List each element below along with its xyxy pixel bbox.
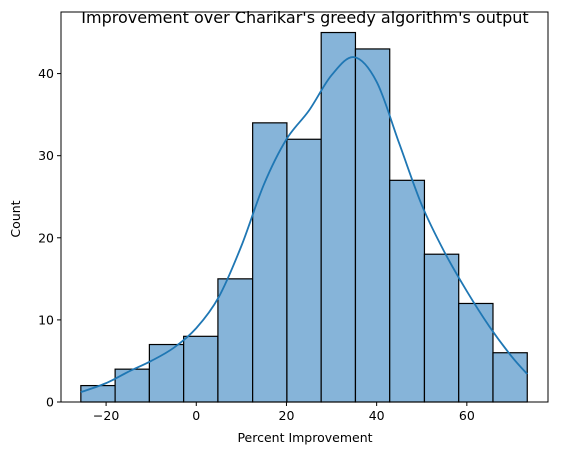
histogram-bar bbox=[320, 31, 357, 403]
histogram-bar bbox=[354, 48, 391, 403]
y-axis-ticks: 0 10 20 30 40 bbox=[38, 66, 61, 410]
y-tick-label: 30 bbox=[38, 148, 54, 163]
bars-group bbox=[80, 31, 528, 403]
histogram-bar bbox=[217, 278, 254, 403]
histogram-bar bbox=[114, 368, 150, 403]
histogram-bar bbox=[80, 384, 116, 403]
x-tick-label: 20 bbox=[279, 408, 295, 423]
x-tick-label: 60 bbox=[459, 408, 475, 423]
histogram-bar bbox=[148, 343, 185, 403]
y-axis-label: Count bbox=[8, 200, 23, 237]
y-tick-label: 20 bbox=[38, 230, 54, 245]
histogram-bar bbox=[389, 179, 426, 403]
x-axis-label: Percent Improvement bbox=[237, 430, 372, 445]
y-tick-label: 10 bbox=[38, 312, 54, 327]
histogram-bar bbox=[286, 138, 322, 403]
histogram-bar bbox=[183, 335, 219, 403]
histogram-bar bbox=[423, 253, 460, 403]
histogram-bar bbox=[252, 122, 288, 403]
x-tick-label: 0 bbox=[192, 408, 200, 423]
histogram-bar bbox=[492, 352, 528, 403]
x-tick-label: −20 bbox=[93, 408, 119, 423]
y-tick-label: 40 bbox=[38, 66, 54, 81]
x-tick-label: 40 bbox=[369, 408, 385, 423]
chart-title: Improvement over Charikar's greedy algor… bbox=[81, 8, 528, 27]
kde-curve bbox=[80, 56, 528, 393]
x-axis-ticks: −20 0 20 40 60 bbox=[93, 402, 475, 423]
histogram-bar bbox=[458, 302, 494, 403]
plot-frame bbox=[60, 11, 549, 403]
y-tick-label: 0 bbox=[46, 395, 54, 410]
